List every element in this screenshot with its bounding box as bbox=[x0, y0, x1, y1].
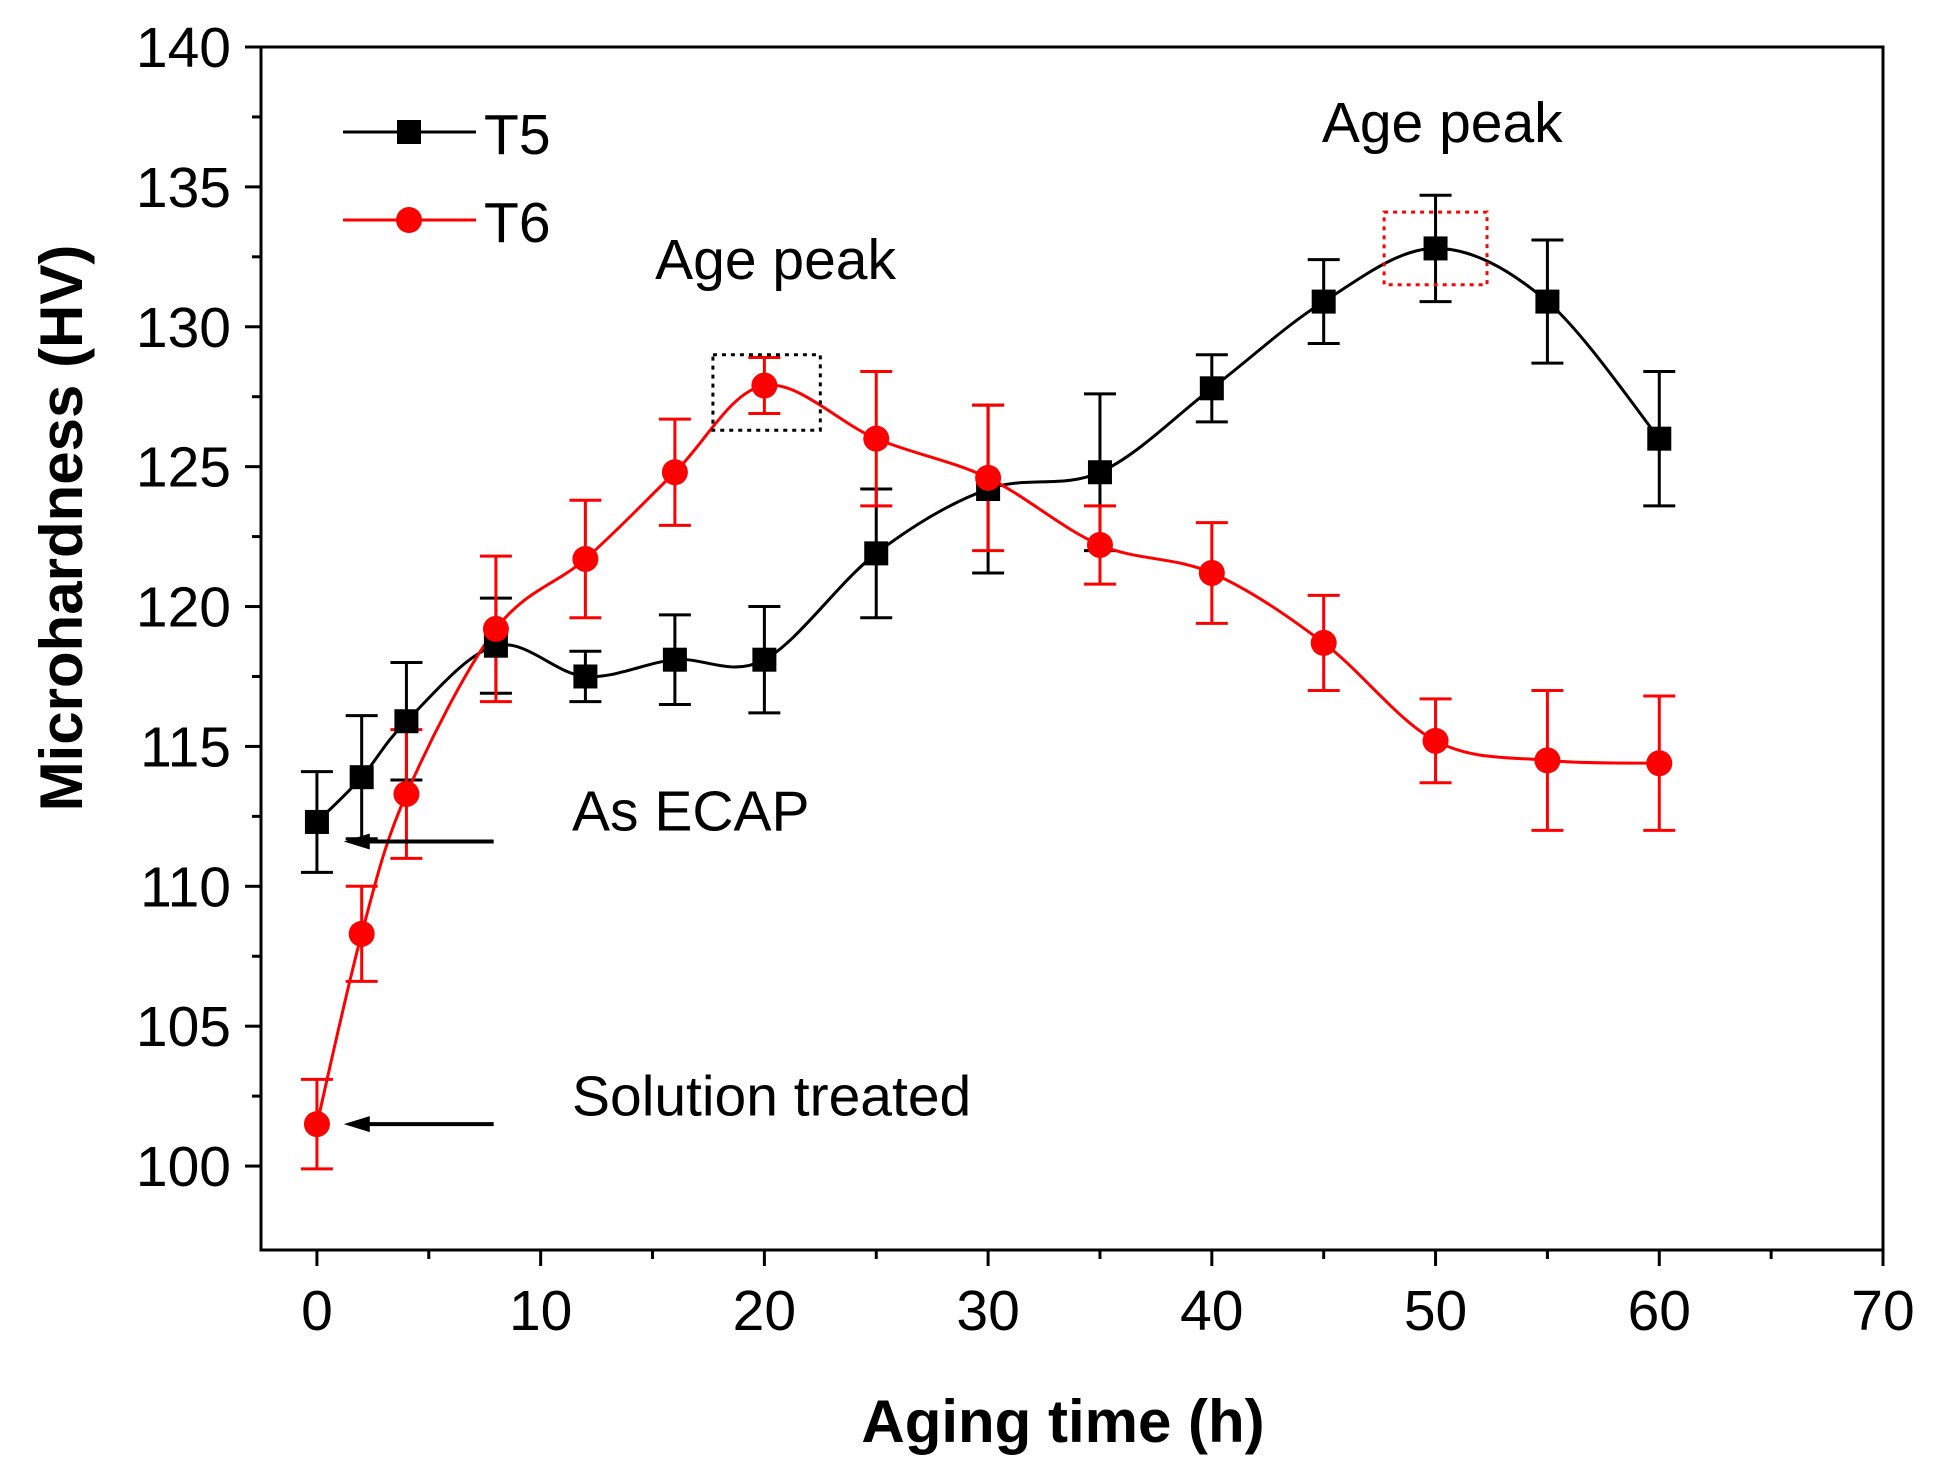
annotation-label: Age peak bbox=[655, 228, 896, 292]
legend-label: T6 bbox=[484, 191, 551, 255]
y-tick-label: 110 bbox=[140, 855, 231, 919]
axes: 0 10 20 30 40 50 60 70 100 105 110 115 120 125 130 135 1… bbox=[136, 16, 1915, 1343]
legend-marker bbox=[396, 207, 422, 233]
y-tick-label: 135 bbox=[136, 156, 231, 220]
t5-data-point bbox=[394, 709, 419, 734]
data-markers bbox=[303, 236, 1673, 1138]
x-tick-label: 50 bbox=[1404, 1279, 1467, 1343]
annotation-arrow bbox=[343, 1116, 494, 1133]
t5-data-point bbox=[349, 765, 374, 790]
x-tick-label: 0 bbox=[301, 1279, 333, 1343]
age-peak-highlight-box bbox=[1382, 210, 1489, 287]
error-bars bbox=[300, 193, 1676, 1171]
t5-data-point bbox=[752, 647, 777, 672]
x-tick-label: 20 bbox=[733, 1279, 796, 1343]
series-lines bbox=[315, 246, 1661, 1125]
t6-data-point bbox=[1422, 727, 1449, 754]
annotation-label: Age peak bbox=[1322, 91, 1563, 155]
annotation-arrow bbox=[343, 833, 494, 850]
plot-frame bbox=[259, 45, 1885, 1252]
y-tick-label: 115 bbox=[140, 715, 231, 779]
t5-data-point bbox=[1199, 376, 1224, 401]
t5-data-point bbox=[1087, 460, 1112, 485]
t6-data-point bbox=[348, 920, 375, 947]
t6-data-point bbox=[1534, 747, 1561, 774]
t6-data-point bbox=[393, 780, 420, 807]
legend-marker bbox=[397, 120, 421, 144]
t6-data-point bbox=[482, 615, 509, 642]
x-axis-title: Aging time (h) bbox=[861, 1388, 1264, 1455]
y-tick-label: 125 bbox=[136, 436, 231, 500]
t6-data-point bbox=[975, 464, 1002, 491]
t5-data-point bbox=[1535, 289, 1560, 314]
x-tick-label: 70 bbox=[1851, 1279, 1914, 1343]
y-tick-label: 140 bbox=[136, 16, 231, 80]
t6-data-point bbox=[751, 372, 778, 399]
t5-data-point bbox=[864, 541, 889, 566]
legend-label: T5 bbox=[484, 103, 551, 167]
t6-data-point bbox=[661, 459, 688, 486]
annotations: Age peak Age peak As ECAP Solution treated bbox=[343, 91, 1563, 1133]
t6-data-point bbox=[303, 1111, 330, 1138]
t6-data-point bbox=[1086, 531, 1113, 558]
arrow-head bbox=[343, 1116, 370, 1133]
t5-data-point bbox=[573, 664, 598, 689]
annotation-label: As ECAP bbox=[572, 779, 810, 843]
x-tick-label: 60 bbox=[1628, 1279, 1691, 1343]
y-tick-label: 105 bbox=[136, 995, 231, 1059]
peak-highlight-boxes bbox=[711, 210, 1489, 432]
t6-data-point bbox=[1198, 559, 1225, 586]
y-tick-label: 130 bbox=[136, 296, 231, 360]
age-peak-highlight-box bbox=[711, 353, 822, 432]
t6-data-point bbox=[1310, 629, 1337, 656]
arrow-head bbox=[343, 833, 370, 850]
y-tick-label: 120 bbox=[136, 576, 231, 640]
t6-data-point bbox=[1646, 750, 1673, 777]
annotation-label: Solution treated bbox=[572, 1065, 971, 1129]
x-tick-label: 40 bbox=[1180, 1279, 1243, 1343]
legend-entry-t6: T6 bbox=[343, 191, 551, 255]
t6-data-point bbox=[572, 545, 599, 572]
legend-entry-t5: T5 bbox=[343, 103, 551, 167]
t5-data-point bbox=[1647, 426, 1672, 451]
t5-data-point bbox=[1311, 289, 1336, 314]
y-axis-title: Microhardness (HV) bbox=[28, 245, 95, 812]
x-tick-label: 30 bbox=[956, 1279, 1019, 1343]
t5-data-point bbox=[1423, 236, 1448, 261]
x-tick-label: 10 bbox=[509, 1279, 572, 1343]
t5-data-point bbox=[304, 809, 329, 834]
y-tick-label: 100 bbox=[136, 1135, 231, 1199]
t5-data-point bbox=[662, 647, 687, 672]
t6-data-point bbox=[863, 425, 890, 452]
